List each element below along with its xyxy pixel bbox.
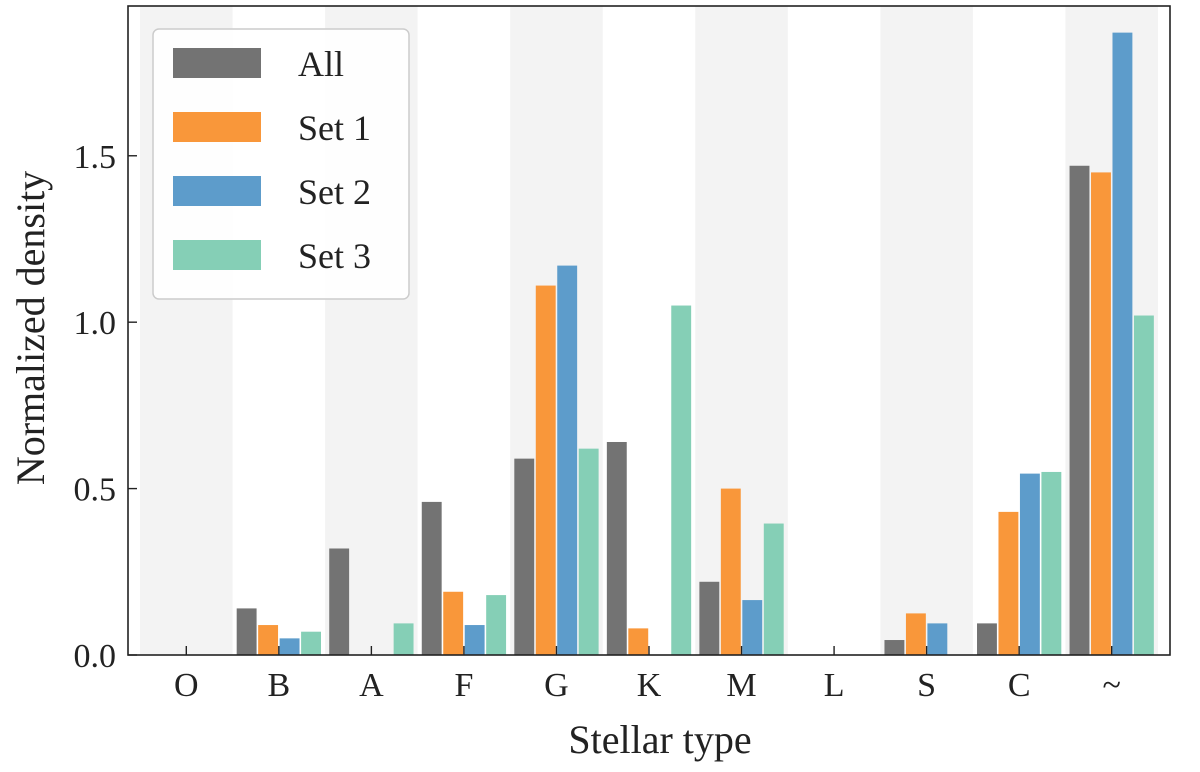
y-tick-label: 0.5 — [74, 472, 117, 509]
bar-set-2-~ — [1112, 32, 1133, 656]
bar-set-1-~ — [1091, 172, 1111, 655]
bar-set-1-F — [443, 591, 464, 655]
y-tick-label: 1.0 — [74, 305, 117, 342]
bar-set-1-K — [628, 628, 649, 655]
bar-all-C — [977, 623, 997, 655]
x-tick-label: O — [174, 667, 199, 704]
legend: All Set 1 Set 2 Set 3 — [152, 28, 410, 300]
x-tick-label: K — [637, 667, 662, 704]
bar-all-S — [884, 640, 905, 655]
bar-set-3-G — [578, 448, 599, 655]
bar-set-3-A — [393, 623, 414, 655]
bar-all-K — [606, 441, 627, 655]
bar-set-1-G — [535, 285, 556, 655]
bar-set-2-C — [1019, 473, 1040, 655]
legend-label: Set 2 — [298, 172, 371, 212]
bar-all-G — [514, 458, 535, 655]
bar-set-3-K — [671, 305, 692, 655]
x-tick-label: M — [726, 667, 756, 704]
legend-swatch — [173, 240, 261, 270]
legend-swatch — [173, 48, 261, 78]
legend-label: All — [298, 44, 344, 84]
legend-label: Set 1 — [298, 108, 371, 148]
bar-set-2-S — [927, 623, 948, 655]
bar-set-1-B — [258, 625, 279, 655]
bar-set-1-M — [720, 488, 741, 655]
bar-set-2-B — [279, 638, 300, 655]
bar-set-3-M — [763, 523, 784, 655]
bar-all-B — [236, 608, 257, 655]
x-tick-label: ~ — [1102, 667, 1120, 704]
x-axis-label: Stellar type — [568, 717, 751, 762]
bar-all-F — [421, 501, 442, 655]
x-tick-label: L — [824, 667, 845, 704]
x-tick-label: A — [359, 667, 384, 704]
bar-set-2-M — [742, 600, 763, 655]
x-tick-label: F — [454, 667, 473, 704]
bar-set-3-~ — [1133, 315, 1154, 655]
bar-set-3-C — [1041, 471, 1062, 655]
bar-set-3-B — [301, 631, 321, 655]
x-tick-label: S — [917, 667, 936, 704]
y-tick-label: 0.0 — [74, 638, 117, 675]
bar-set-2-F — [464, 625, 485, 655]
bar-all-~ — [1069, 165, 1090, 655]
legend-swatch — [173, 176, 261, 206]
legend-swatch — [173, 112, 261, 142]
bar-all-A — [329, 548, 350, 655]
x-tick-label: C — [1008, 667, 1031, 704]
legend-label: Set 3 — [298, 236, 371, 276]
bar-set-1-S — [905, 613, 926, 655]
bars-group — [236, 32, 1154, 656]
legend-frame — [152, 28, 410, 300]
bar-set-2-G — [557, 265, 578, 655]
ticks-group: 0.0 0.5 1.0 1.5 O B A F G K M L S C ~ — [74, 139, 1121, 704]
y-tick-label: 1.5 — [74, 139, 117, 176]
bar-all-M — [699, 581, 720, 655]
x-tick-label: G — [544, 667, 569, 704]
y-axis-label: Normalized density — [8, 171, 53, 485]
bar-set-1-C — [998, 511, 1019, 655]
background-band — [880, 6, 973, 655]
x-tick-label: B — [267, 667, 290, 704]
bar-set-3-F — [486, 595, 507, 655]
